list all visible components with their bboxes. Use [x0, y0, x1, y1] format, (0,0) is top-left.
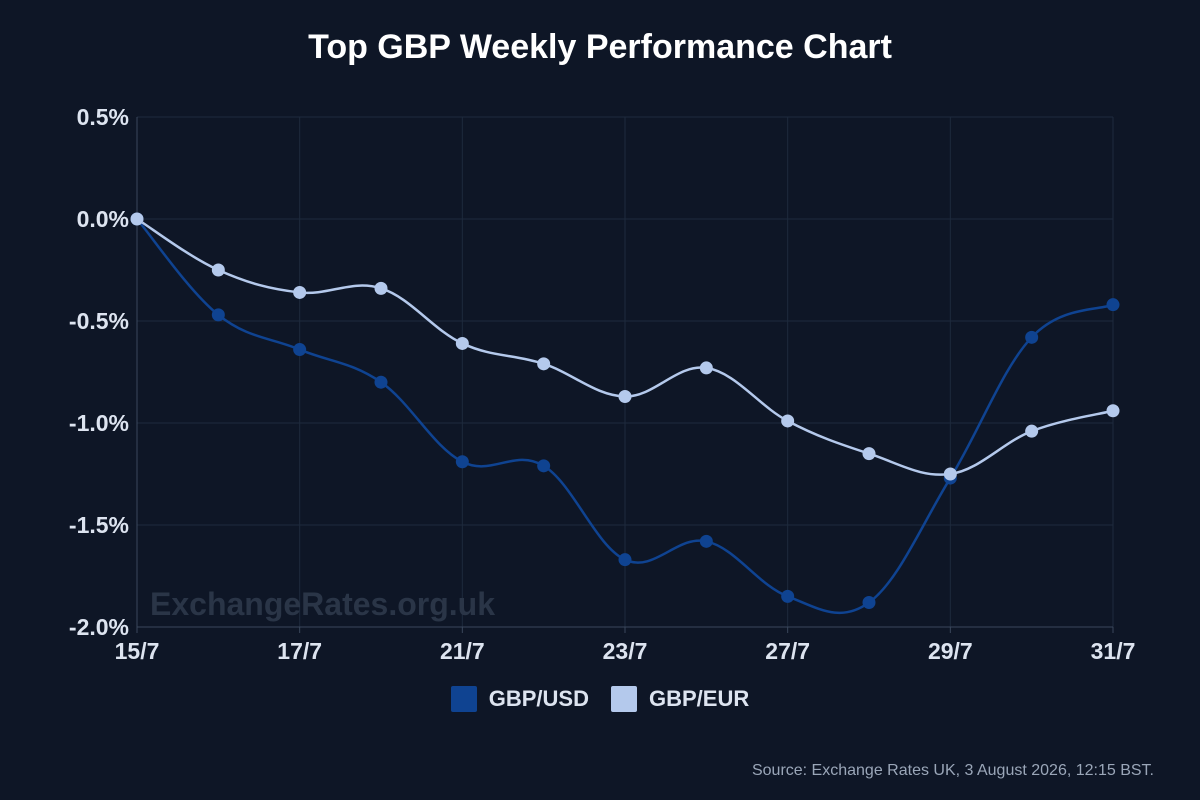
data-point-gbp-eur[interactable] — [293, 285, 307, 299]
data-point-gbp-usd[interactable] — [862, 596, 876, 610]
data-point-gbp-usd[interactable] — [618, 553, 632, 567]
x-tick-label: 23/7 — [603, 638, 648, 664]
data-point-gbp-eur[interactable] — [1106, 404, 1120, 418]
x-tick-label: 15/7 — [115, 638, 160, 664]
data-point-gbp-usd[interactable] — [1106, 298, 1120, 312]
legend-item-gbp-eur[interactable]: GBP/EUR — [611, 686, 749, 712]
data-point-gbp-usd[interactable] — [781, 589, 795, 603]
data-point-gbp-eur[interactable] — [1025, 424, 1039, 438]
watermark-text: ExchangeRates.org.uk — [150, 586, 495, 622]
y-tick-label: 0.5% — [77, 104, 129, 130]
y-tick-label: 0.0% — [77, 206, 129, 232]
chart-title: Top GBP Weekly Performance Chart — [308, 28, 892, 66]
data-point-gbp-usd[interactable] — [537, 459, 551, 473]
y-tick-label: -2.0% — [69, 614, 129, 640]
data-point-gbp-usd[interactable] — [699, 534, 713, 548]
points-layer — [130, 212, 1120, 610]
data-point-gbp-eur[interactable] — [699, 361, 713, 375]
source-note: Source: Exchange Rates UK, 3 August 2026… — [751, 762, 1154, 779]
data-point-gbp-usd[interactable] — [1025, 330, 1039, 344]
data-point-gbp-eur[interactable] — [537, 357, 551, 371]
axis-layer — [136, 117, 1114, 633]
data-point-gbp-usd[interactable] — [374, 375, 388, 389]
legend: GBP/USD GBP/EUR — [0, 686, 1200, 712]
data-point-gbp-eur[interactable] — [455, 336, 469, 350]
data-point-gbp-usd[interactable] — [293, 343, 307, 357]
data-point-gbp-eur[interactable] — [862, 447, 876, 461]
legend-swatch-gbp-usd — [450, 686, 477, 712]
x-tick-label: 29/7 — [928, 638, 973, 664]
data-point-gbp-eur[interactable] — [943, 467, 957, 481]
tick-labels-layer: 0.5% 0.0% -0.5% -1.0% -1.5% -2.0%15/7 17/7 21/7… — [69, 104, 1135, 664]
data-point-gbp-eur[interactable] — [618, 389, 632, 403]
data-point-gbp-eur[interactable] — [211, 263, 225, 277]
data-point-gbp-usd[interactable] — [211, 308, 225, 322]
x-tick-label: 31/7 — [1091, 638, 1136, 664]
y-tick-label: -0.5% — [69, 308, 129, 334]
x-tick-label: 21/7 — [440, 638, 485, 664]
data-point-gbp-eur[interactable] — [130, 212, 144, 226]
x-tick-label: 27/7 — [765, 638, 810, 664]
legend-item-gbp-usd[interactable]: GBP/USD — [450, 686, 589, 712]
legend-label-gbp-eur: GBP/EUR — [649, 686, 750, 711]
data-point-gbp-usd[interactable] — [455, 455, 469, 469]
data-point-gbp-eur[interactable] — [781, 414, 795, 428]
y-tick-label: -1.5% — [69, 512, 129, 538]
grid-layer — [136, 116, 1114, 628]
data-point-gbp-eur[interactable] — [374, 281, 388, 295]
legend-swatch-gbp-eur — [611, 686, 637, 712]
x-tick-label: 17/7 — [277, 638, 322, 664]
legend-label-gbp-usd: GBP/USD — [488, 686, 589, 711]
y-tick-label: -1.0% — [69, 410, 129, 436]
